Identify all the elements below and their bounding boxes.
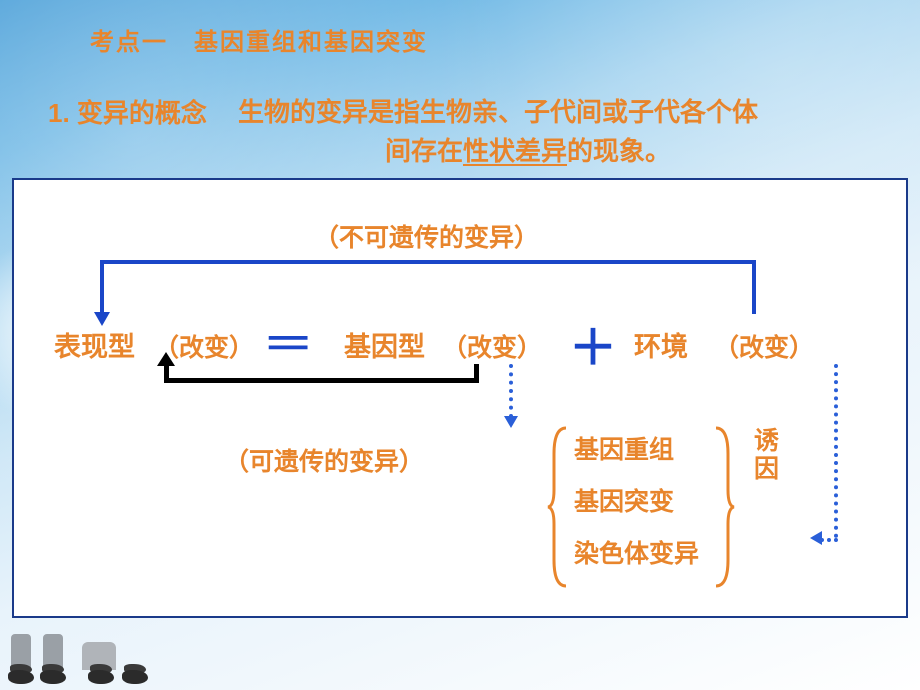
dotted-env-down xyxy=(834,364,838,538)
blue-bracket-arrowhead-icon xyxy=(94,312,110,326)
phenotype-label: 表现型 xyxy=(54,325,135,364)
brace-left-icon xyxy=(548,426,572,588)
definition-text: 生物的变异是指生物亲、子代间或子代各个体 间存在性状差异的现象。 xyxy=(238,93,878,171)
definition-line2-post: 的现象。 xyxy=(567,136,671,166)
dotted-env-arrowhead-icon xyxy=(810,531,822,545)
genotype-label: 基因型 xyxy=(344,325,425,364)
decorative-feet-icon xyxy=(8,624,138,684)
bottom-heritable-label: （可遗传的变异） xyxy=(224,442,424,478)
equals-sign: ═ xyxy=(269,328,305,355)
change3-label: （改变） xyxy=(714,328,814,364)
brace-right-icon xyxy=(714,426,738,588)
cause-item-2: 染色体变异 xyxy=(574,534,699,570)
black-bracket-left-v xyxy=(164,364,169,382)
cause-item-1: 基因突变 xyxy=(574,482,674,518)
inducer-char2: 因 xyxy=(754,456,779,484)
section-number-label: 1. 变异的概念 xyxy=(48,93,207,130)
inducer-char: 诱 xyxy=(754,428,779,456)
environment-label: 环境 xyxy=(634,325,688,364)
change2-label: （改变） xyxy=(442,328,542,364)
blue-bracket-h xyxy=(100,260,756,264)
cause-item-0: 基因重组 xyxy=(574,430,674,466)
top-non-heritable-label: （不可遗传的变异） xyxy=(314,218,539,254)
blue-bracket-right-v xyxy=(752,260,756,314)
dotted-genotype-arrowhead-icon xyxy=(504,416,518,428)
black-bracket-arrowhead-icon xyxy=(157,352,175,366)
inducer-label: 诱因 xyxy=(754,428,784,456)
black-bracket-h xyxy=(164,378,479,383)
definition-line2-underlined: 性状差异 xyxy=(463,136,567,166)
plus-sign: ＋ xyxy=(569,308,617,378)
blue-bracket-left-v xyxy=(100,262,104,314)
definition-line2-pre: 间存在 xyxy=(385,136,463,166)
page-title: 考点一 基因重组和基因突变 xyxy=(90,22,428,57)
definition-line1: 生物的变异是指生物亲、子代间或子代各个体 xyxy=(238,97,758,127)
dotted-genotype-down xyxy=(509,364,513,418)
dotted-env-left xyxy=(820,538,838,542)
diagram-box: （不可遗传的变异） 表现型 （改变） ═ 基因型 （改变） ＋ 环境 （改变） … xyxy=(12,178,908,618)
